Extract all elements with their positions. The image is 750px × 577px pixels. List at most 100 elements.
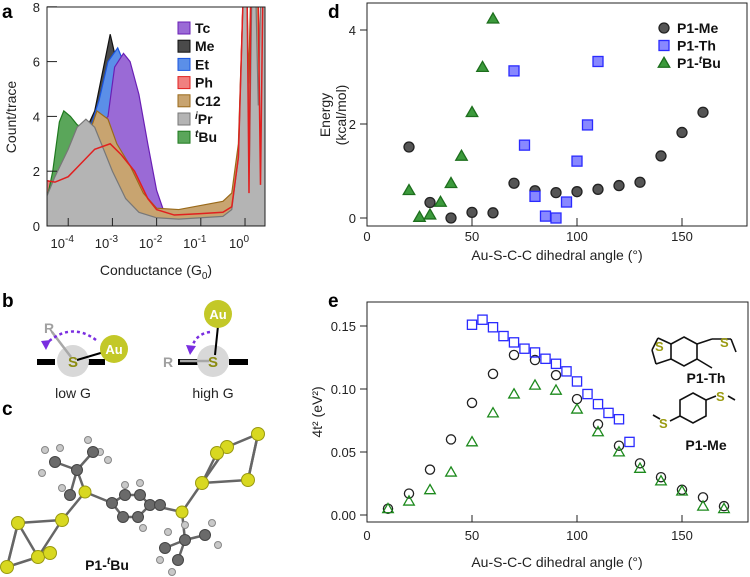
data-point-p1-th — [624, 436, 635, 448]
data-point-p1-me — [613, 440, 625, 451]
hydrogen-atom — [214, 541, 222, 549]
rotation-arrow — [47, 330, 97, 343]
x-tick-label-e: 50 — [465, 528, 479, 543]
data-point-p1-tbu — [465, 105, 479, 118]
data-point-p1-th — [550, 212, 562, 224]
x-tick-label-a: 10-1 — [183, 234, 207, 251]
data-point-p1-tbu — [412, 210, 427, 222]
y-tick-label-a: 8 — [33, 0, 40, 15]
y-tick-label-e: 0.15 — [331, 319, 356, 334]
data-point-p1-th — [550, 358, 562, 370]
r-group-label: R — [44, 320, 54, 336]
legend-label-C12: C12 — [195, 93, 221, 109]
bond — [17, 518, 63, 525]
x-tick-label-e: 100 — [566, 528, 588, 543]
hydrogen-atom — [41, 446, 49, 454]
data-point-p1-me — [466, 397, 478, 409]
data-point-p1-me — [445, 212, 457, 224]
data-point-p1-th — [592, 398, 604, 410]
carbon-atom — [154, 499, 166, 511]
sulfur-atom — [175, 505, 189, 519]
hydrogen-atom — [181, 521, 189, 529]
arrow-head-icon — [41, 340, 51, 350]
data-point-p1-th — [508, 65, 520, 77]
carbon-atom — [119, 489, 131, 501]
legend-label-Me: Me — [195, 38, 215, 54]
hydrogen-atom — [58, 484, 66, 492]
gold-atom — [55, 513, 69, 527]
carbon-atom — [49, 456, 61, 468]
sulfur-label: S — [716, 389, 725, 404]
legend-swatch-C12 — [177, 94, 191, 108]
sulfur-label: S — [208, 354, 218, 371]
data-point-p1-tbu — [717, 502, 731, 514]
p1-th-label: P1-Th — [687, 370, 726, 386]
data-point-p1-me — [508, 177, 520, 189]
hydrogen-atom — [84, 436, 92, 444]
sulfur-atom — [78, 485, 92, 499]
sulfur-label: S — [68, 354, 78, 371]
y-tick-label-e: 0.10 — [331, 382, 356, 397]
y-tick-label-d: 2 — [349, 117, 356, 132]
x-tick-label-d: 50 — [465, 229, 479, 244]
histogram-iPr — [47, 7, 265, 226]
data-point-p1-th — [498, 330, 509, 342]
legend-label-iPr: iPr — [195, 111, 213, 127]
data-point-p1-tbu — [402, 494, 416, 506]
data-point-p1-th — [560, 196, 573, 208]
panel-b-diagram: R Au S low G R Au S high G — [37, 300, 248, 401]
x-tick-label-a: 100 — [229, 234, 249, 251]
hydrogen-atom — [156, 556, 164, 564]
data-point-p1-me — [487, 368, 499, 380]
panel-letter-e: e — [328, 291, 339, 312]
y-tick-label-a: 0 — [33, 219, 40, 234]
data-point-p1-tbu — [433, 194, 448, 207]
hydrogen-atom — [38, 469, 46, 477]
gold-atom — [251, 427, 265, 441]
sulfur-site — [57, 345, 89, 377]
data-point-p1-th — [529, 190, 541, 203]
high-g-label: high G — [192, 385, 233, 401]
sulfur-label: S — [655, 339, 664, 354]
data-point-p1-tbu — [454, 148, 469, 161]
data-point-p1-th — [592, 55, 604, 68]
y-axis-label-d-line1: Energy — [317, 93, 333, 137]
carbon-atom — [132, 511, 144, 523]
x-tick-label-e: 0 — [363, 528, 370, 543]
p1-th-structure: S S — [651, 335, 737, 369]
x-tick-label-e: 150 — [671, 528, 693, 543]
gold-atom — [195, 476, 209, 490]
panel-letter-a: a — [2, 2, 13, 23]
x-tick-label-d: 0 — [363, 229, 370, 244]
bond — [201, 478, 249, 485]
y-tick-label-e: 0.00 — [331, 508, 356, 523]
y-tick-label-e: 0.05 — [331, 445, 356, 460]
carbon-atom — [144, 499, 156, 511]
y-axis-label-d-line2: (kcal/mol) — [333, 85, 349, 146]
data-point-p1-me — [550, 186, 562, 199]
data-point-p1-th — [613, 413, 625, 425]
data-point-p1-tbu — [465, 435, 479, 447]
data-point-p1-th — [519, 343, 530, 354]
bond — [5, 522, 20, 568]
y-tick-label-a: 6 — [33, 55, 40, 70]
data-point-p1-me — [718, 500, 730, 512]
data-point-p1-th — [571, 376, 583, 387]
sulfur-label: S — [720, 335, 729, 350]
data-point-p1-th — [581, 119, 594, 131]
data-point-p1-me — [403, 488, 415, 499]
data-point-p1-me — [445, 434, 457, 445]
gold-atom — [11, 516, 25, 530]
gold-atom — [204, 300, 232, 328]
y-tick-label-a: 4 — [33, 109, 40, 124]
data-point-p1-tbu — [381, 502, 395, 514]
hydrogen-atom — [164, 528, 172, 536]
p1-me-structure: S S — [652, 389, 736, 431]
data-point-p1-tbu — [507, 387, 521, 399]
legend-swatch-Ph — [177, 76, 191, 90]
data-point-p1-me — [697, 106, 709, 118]
legend-label-d: P1-Me — [677, 20, 718, 36]
data-point-p1-me — [508, 349, 520, 361]
gold-atom — [0, 560, 14, 574]
